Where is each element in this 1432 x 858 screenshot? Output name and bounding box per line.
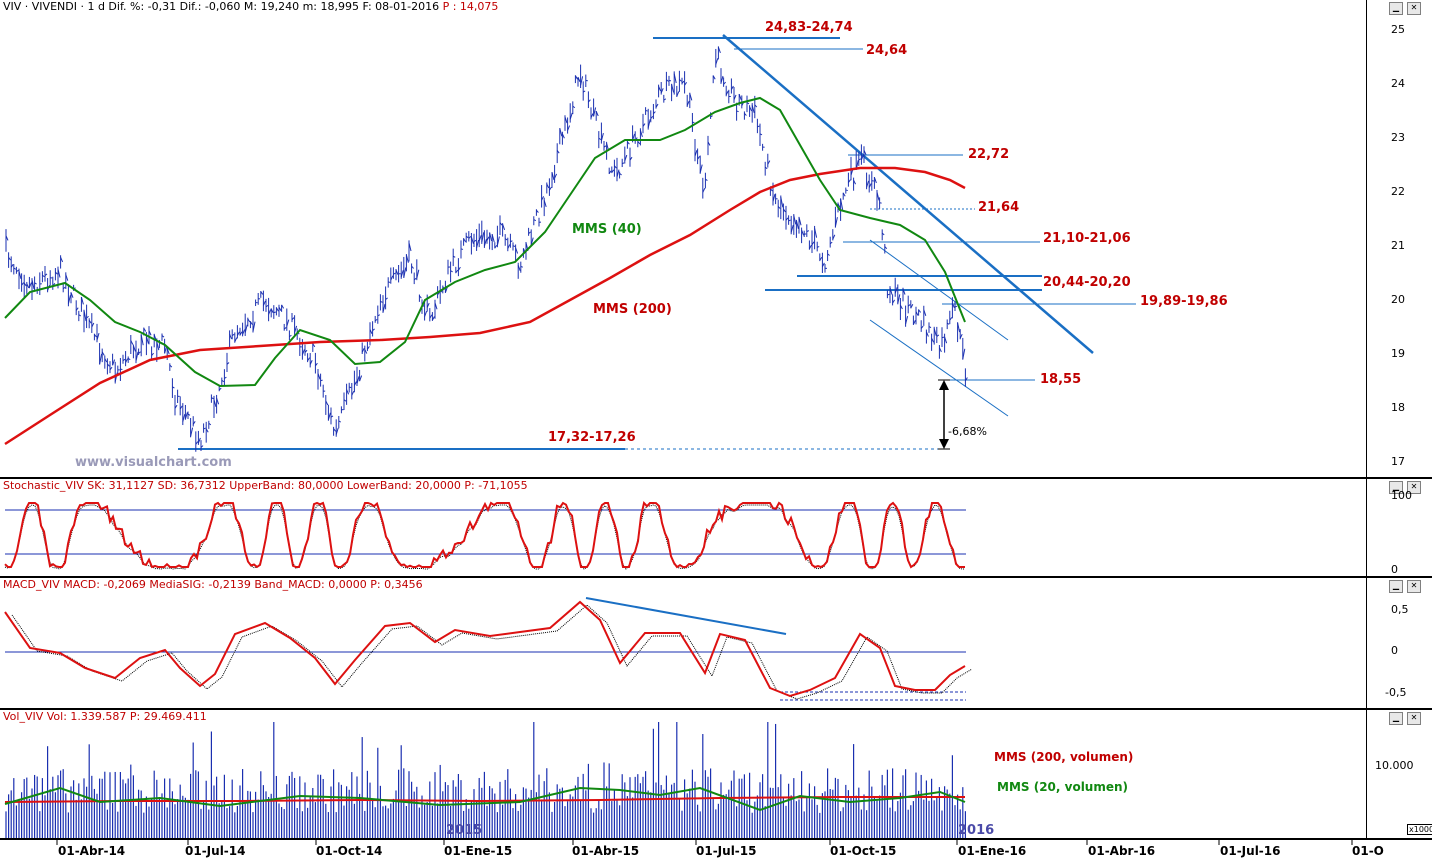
price-axis: ▁ ✕ 25 24 23 22 21 20 19 18 17 <box>1366 0 1432 477</box>
xtick-oct14: 01-Oct-14 <box>316 844 382 858</box>
price-bar-close <box>846 190 848 191</box>
xtick-jul15: 01-Jul-15 <box>696 844 756 858</box>
label-mms40: MMS (40) <box>572 222 642 237</box>
price-bar-close <box>646 110 648 111</box>
level-label-17-32: 17,32-17,26 <box>548 430 636 445</box>
stoch-sk-line <box>5 503 965 567</box>
level-label-21-64: 21,64 <box>978 200 1019 215</box>
vol-close-button[interactable]: ✕ <box>1407 712 1421 725</box>
macd-panel[interactable]: MACD_VIV MACD: -0,2069 MediaSIG: -0,2139… <box>0 578 1366 708</box>
macd-ytick-0: 0 <box>1391 644 1398 657</box>
stoch-axis: ▁ ✕ 100 0 <box>1366 479 1432 576</box>
pct-drop-label: -6,68% <box>948 425 987 438</box>
stochastic-panel[interactable]: Stochastic_VIV SK: 31,1127 SD: 36,7312 U… <box>0 479 1366 576</box>
level-label-24-83: 24,83-24,74 <box>765 20 853 35</box>
level-label-20-44: 20,44-20,20 <box>1043 275 1131 290</box>
xtick-abr15: 01-Abr-15 <box>572 844 639 858</box>
year-2016-label: 2016 <box>958 823 994 838</box>
vol-scale-note: x1000 <box>1407 824 1432 835</box>
ytick-18: 18 <box>1391 401 1405 414</box>
price-bar-close <box>521 266 523 267</box>
xtick-oct16: 01-O <box>1352 844 1384 858</box>
year-2015-label: 2015 <box>446 823 482 838</box>
volume-chart: MMS (200, volumen) MMS (20, volumen) 201… <box>0 710 1366 838</box>
channel-lower <box>870 320 1008 416</box>
price-bar-close <box>388 282 390 283</box>
price-panel[interactable]: 24,83-24,74 24,64 22,72 21,64 21,10-21,0… <box>0 0 1366 477</box>
price-info: VIV · VIVENDI · 1 d Dif. %: -0,31 Dif.: … <box>3 0 498 13</box>
price-bar-close <box>622 163 624 164</box>
xtick-ene15: 01-Ene-15 <box>444 844 512 858</box>
ytick-21: 21 <box>1391 239 1405 252</box>
vol-ytick-10000: 10.000 <box>1375 759 1414 772</box>
xtick-abr16: 01-Abr-16 <box>1088 844 1155 858</box>
macd-info: MACD_VIV MACD: -0,2069 MediaSIG: -0,2139… <box>3 578 423 591</box>
price-bar-close <box>817 247 819 248</box>
ytick-23: 23 <box>1391 131 1405 144</box>
vol-info: Vol_VIV Vol: 1.339.587 P: 29.469.411 <box>3 710 207 723</box>
vol-axis: ▁ ✕ 10.000 x1000 <box>1366 710 1432 838</box>
label-vol-mms200: MMS (200, volumen) <box>994 750 1133 764</box>
price-bar-close <box>349 387 351 388</box>
price-bar-close <box>274 312 276 313</box>
xtick-jul14: 01-Jul-14 <box>185 844 245 858</box>
mms200-line <box>5 168 965 444</box>
xtick-abr14: 01-Abr-14 <box>58 844 125 858</box>
price-bar-close <box>461 249 463 250</box>
xtick-oct15: 01-Oct-15 <box>830 844 896 858</box>
stochastic-chart <box>0 479 1366 576</box>
level-label-24-64: 24,64 <box>866 43 907 58</box>
xtick-jul16: 01-Jul-16 <box>1220 844 1280 858</box>
volume-bars <box>6 722 965 838</box>
macd-axis: ▁ ✕ 0,5 0 -0,5 <box>1366 578 1432 708</box>
level-label-19-89: 19,89-19,86 <box>1140 294 1228 309</box>
macd-ytick-05: 0,5 <box>1391 603 1409 616</box>
macd-ytick-m05: -0,5 <box>1385 686 1406 699</box>
price-chart: 24,83-24,74 24,64 22,72 21,64 21,10-21,0… <box>0 0 1366 477</box>
ytick-17: 17 <box>1391 455 1405 468</box>
label-vol-mms20: MMS (20, volumen) <box>997 780 1128 794</box>
price-bar-close <box>942 337 944 338</box>
stoch-info: Stochastic_VIV SK: 31,1127 SD: 36,7312 U… <box>3 479 528 492</box>
label-mms200: MMS (200) <box>593 302 672 317</box>
ytick-19: 19 <box>1391 347 1405 360</box>
close-button[interactable]: ✕ <box>1407 2 1421 15</box>
ytick-24: 24 <box>1391 77 1405 90</box>
volume-panel[interactable]: MMS (200, volumen) MMS (20, volumen) 201… <box>0 710 1366 838</box>
stoch-ytick-0: 0 <box>1391 563 1398 576</box>
xtick-ene16: 01-Ene-16 <box>958 844 1026 858</box>
watermark: www.visualchart.com <box>75 455 232 470</box>
level-label-21-10: 21,10-21,06 <box>1043 231 1131 246</box>
ytick-25: 25 <box>1391 23 1405 36</box>
ytick-20: 20 <box>1391 293 1405 306</box>
macd-line <box>5 602 965 696</box>
vol-minimize-button[interactable]: ▁ <box>1389 712 1403 725</box>
minimize-button[interactable]: ▁ <box>1389 2 1403 15</box>
macd-close-button[interactable]: ✕ <box>1407 580 1421 593</box>
ytick-22: 22 <box>1391 185 1405 198</box>
level-label-22-72: 22,72 <box>968 147 1009 162</box>
level-label-18-55: 18,55 <box>1040 372 1081 387</box>
stoch-ytick-100: 100 <box>1391 489 1412 502</box>
price-bars <box>6 46 967 451</box>
macd-divergence-line <box>586 598 786 634</box>
macd-minimize-button[interactable]: ▁ <box>1389 580 1403 593</box>
macd-chart <box>0 578 1366 708</box>
